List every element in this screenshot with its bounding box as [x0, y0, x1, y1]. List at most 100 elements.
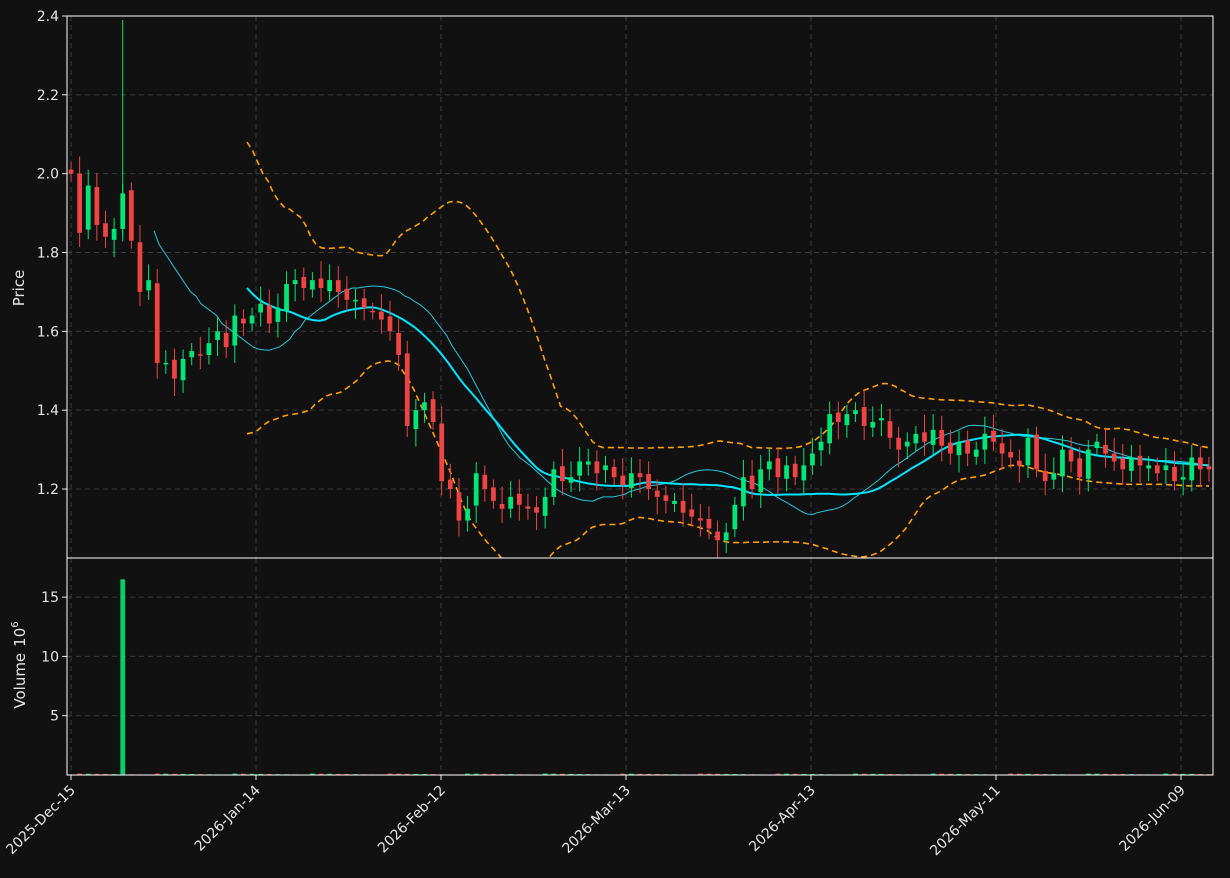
- candle: [275, 293, 281, 338]
- candle: [947, 429, 953, 465]
- candle: [568, 461, 574, 493]
- candle: [560, 448, 565, 496]
- candle-body: [327, 280, 333, 292]
- candle-body: [663, 495, 669, 501]
- candle-body: [1016, 460, 1022, 466]
- candle: [706, 506, 712, 540]
- candle-body: [137, 242, 143, 292]
- candle: [629, 457, 634, 498]
- candle: [430, 391, 436, 430]
- candle: [508, 481, 514, 519]
- candle: [456, 477, 462, 537]
- candle-body: [542, 496, 548, 516]
- candle: [732, 496, 738, 538]
- candle-body: [818, 441, 824, 451]
- volume-bar: [473, 773, 479, 775]
- candle-body: [982, 433, 988, 450]
- candles: [68, 19, 1212, 558]
- candle-body: [301, 276, 307, 288]
- volume-bar: [879, 773, 884, 775]
- candle: [646, 461, 651, 501]
- candle: [741, 459, 746, 521]
- volume-bar: [1094, 773, 1100, 775]
- candle-body: [344, 288, 350, 300]
- volume-bar: [697, 773, 703, 775]
- price-tick-label: 1.4: [37, 403, 59, 419]
- candle-body: [706, 518, 712, 529]
- candle: [172, 348, 177, 396]
- volume-bar: [1034, 773, 1039, 775]
- volume-axis-exponent: 6: [10, 621, 21, 627]
- candle-body: [835, 412, 841, 423]
- candle: [154, 269, 160, 379]
- candle: [1094, 433, 1100, 456]
- candle-body: [146, 280, 151, 291]
- candle: [982, 416, 988, 464]
- volume-bar: [715, 773, 720, 775]
- candle: [870, 406, 876, 437]
- candle-body: [1111, 453, 1117, 462]
- volume-bar: [1111, 773, 1117, 775]
- candle-body: [844, 414, 850, 426]
- candle-body: [594, 461, 600, 474]
- candle-body: [1034, 434, 1039, 470]
- candle: [413, 399, 419, 447]
- candle-body: [784, 465, 789, 479]
- candle-body: [1051, 473, 1057, 480]
- candle: [77, 156, 82, 247]
- volume-bar: [1025, 773, 1031, 775]
- volume-bar: [939, 773, 945, 775]
- candle-body: [508, 496, 514, 509]
- candle: [292, 269, 298, 302]
- candle: [542, 487, 548, 529]
- volume-bar: [542, 773, 548, 775]
- volume-bar: [491, 773, 496, 775]
- price-tick-label: 2.4: [37, 9, 59, 25]
- candle: [197, 336, 203, 370]
- candle-body: [991, 430, 996, 442]
- volume-bar: [1163, 773, 1169, 775]
- candle: [775, 447, 781, 495]
- volume-bar: [103, 773, 108, 775]
- volume-tick-label: 10: [41, 649, 59, 665]
- candle-body: [189, 351, 195, 358]
- candle-body: [422, 402, 427, 411]
- grid: [67, 15, 1213, 775]
- candle-body: [1025, 437, 1031, 466]
- price-axis-title: Price: [10, 270, 28, 307]
- candle: [1016, 449, 1022, 483]
- volume-bar: [172, 773, 177, 775]
- volume-bar: [387, 773, 393, 775]
- volume-tick-label: 15: [41, 590, 59, 606]
- candle-body: [413, 410, 419, 430]
- candle: [663, 485, 669, 514]
- volume-bar: [258, 773, 264, 775]
- candle: [1025, 428, 1031, 478]
- volume-bar: [629, 773, 634, 775]
- candle-body: [603, 465, 608, 471]
- candle-body: [1163, 465, 1169, 471]
- candle: [465, 496, 470, 532]
- candle: [94, 172, 100, 241]
- candle-body: [930, 429, 936, 445]
- volume-bar: [396, 773, 401, 775]
- candle: [1146, 455, 1152, 482]
- candle: [879, 403, 884, 437]
- volume-bar: [620, 773, 626, 775]
- volume-bar: [870, 773, 876, 775]
- candle: [922, 414, 927, 456]
- candle-body: [896, 437, 902, 450]
- candle-body: [965, 440, 970, 454]
- candle-body: [1068, 449, 1074, 462]
- candle: [1189, 444, 1195, 492]
- candle-body: [404, 353, 410, 426]
- candle: [422, 392, 427, 423]
- candle-body: [637, 473, 643, 478]
- candle-body: [999, 443, 1005, 454]
- volume-bar: [1008, 773, 1014, 775]
- candle: [853, 402, 858, 423]
- volume-bar: [784, 773, 789, 775]
- candle: [103, 210, 108, 248]
- candle-body: [723, 532, 729, 541]
- candle-body: [939, 429, 945, 446]
